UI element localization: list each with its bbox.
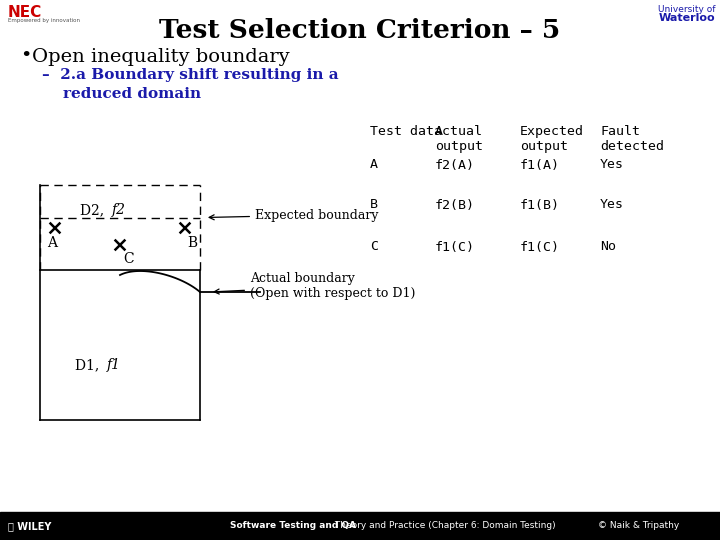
- Text: f2(B): f2(B): [435, 199, 475, 212]
- Text: Open inequality boundary: Open inequality boundary: [32, 48, 289, 66]
- Text: Test data: Test data: [370, 125, 442, 138]
- Text: A: A: [47, 236, 57, 250]
- Text: Software Testing and QA: Software Testing and QA: [230, 522, 356, 530]
- Text: 14: 14: [688, 519, 706, 533]
- Text: B: B: [187, 236, 197, 250]
- Text: Yes: Yes: [600, 159, 624, 172]
- Text: NEC: NEC: [8, 5, 42, 20]
- Text: Expected
output: Expected output: [520, 125, 584, 153]
- Text: University of: University of: [657, 5, 715, 14]
- Text: A: A: [370, 159, 378, 172]
- Text: D1,: D1,: [75, 358, 108, 372]
- Text: B: B: [370, 199, 378, 212]
- Text: Expected boundary: Expected boundary: [210, 208, 379, 221]
- Text: Theory and Practice (Chapter 6: Domain Testing): Theory and Practice (Chapter 6: Domain T…: [332, 522, 556, 530]
- Text: Waterloo: Waterloo: [658, 13, 715, 23]
- Text: © Naik & Tripathy: © Naik & Tripathy: [598, 522, 679, 530]
- Bar: [0, 512, 720, 540]
- Text: No: No: [600, 240, 616, 253]
- Text: f1(A): f1(A): [520, 159, 560, 172]
- Text: Ⓠ WILEY: Ⓠ WILEY: [8, 521, 51, 531]
- Text: Yes: Yes: [600, 199, 624, 212]
- Text: f2(A): f2(A): [435, 159, 475, 172]
- Text: Empowered by innovation: Empowered by innovation: [8, 18, 80, 23]
- Text: f2: f2: [112, 203, 126, 217]
- Text: f1(C): f1(C): [435, 240, 475, 253]
- Text: C: C: [123, 252, 134, 266]
- Text: Actual boundary
(Open with respect to D1): Actual boundary (Open with respect to D1…: [214, 272, 415, 300]
- Text: f1(C): f1(C): [520, 240, 560, 253]
- Text: f1(B): f1(B): [520, 199, 560, 212]
- Text: f1: f1: [107, 358, 121, 372]
- Text: •: •: [20, 47, 32, 65]
- Text: Fault
detected: Fault detected: [600, 125, 664, 153]
- Text: –  2.a Boundary shift resulting in a
    reduced domain: – 2.a Boundary shift resulting in a redu…: [42, 68, 338, 102]
- Text: Test Selection Criterion – 5: Test Selection Criterion – 5: [159, 18, 561, 43]
- Text: D2,: D2,: [80, 203, 113, 217]
- Text: C: C: [370, 240, 378, 253]
- Text: Actual
output: Actual output: [435, 125, 483, 153]
